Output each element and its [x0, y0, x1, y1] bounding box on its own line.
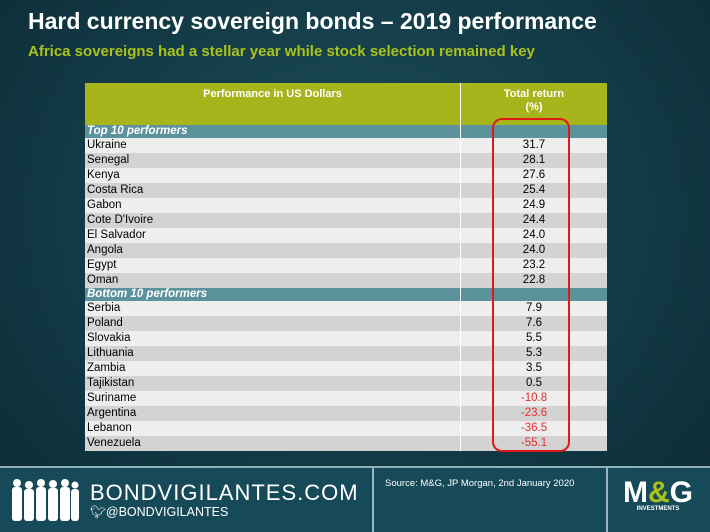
- country-cell: Zambia: [85, 361, 461, 376]
- country-cell: Costa Rica: [85, 183, 461, 198]
- return-cell: 24.9: [460, 198, 607, 213]
- return-cell: 24.0: [460, 243, 607, 258]
- table-row: Tajikistan 0.5: [85, 376, 607, 391]
- twitter-icon: 🐦︎: [90, 505, 106, 519]
- twitter-handle[interactable]: 🐦︎@BONDVIGILANTES: [90, 505, 229, 519]
- return-cell: 0.5: [460, 376, 607, 391]
- table-row: Costa Rica 25.4: [85, 183, 607, 198]
- country-cell: Lebanon: [85, 421, 461, 436]
- table-row: Gabon 24.9: [85, 198, 607, 213]
- section-label: Top 10 performers: [85, 125, 461, 138]
- table-row: Lebanon -36.5: [85, 421, 607, 436]
- country-cell: Angola: [85, 243, 461, 258]
- footer: BONDVIGILANTES.COM 🐦︎@BONDVIGILANTES Sou…: [0, 466, 710, 532]
- country-cell: Egypt: [85, 258, 461, 273]
- divider: [606, 468, 608, 532]
- return-cell: 25.4: [460, 183, 607, 198]
- site-name[interactable]: BONDVIGILANTES.COM: [90, 480, 359, 505]
- table-row: Suriname -10.8: [85, 391, 607, 406]
- return-cell: 24.4: [460, 213, 607, 228]
- country-cell: Serbia: [85, 301, 461, 316]
- country-cell: Slovakia: [85, 331, 461, 346]
- return-cell: -36.5: [460, 421, 607, 436]
- country-cell: Tajikistan: [85, 376, 461, 391]
- return-cell: 27.6: [460, 168, 607, 183]
- table-row: Egypt 23.2: [85, 258, 607, 273]
- country-cell: Cote D'Ivoire: [85, 213, 461, 228]
- return-cell: 22.8: [460, 273, 607, 288]
- return-cell: 7.6: [460, 316, 607, 331]
- country-cell: Argentina: [85, 406, 461, 421]
- performance-table: Performance in US Dollars Total return (%…: [85, 83, 607, 451]
- divider: [372, 468, 374, 532]
- table-row: Serbia 7.9: [85, 301, 607, 316]
- table-row: Lithuania 5.3: [85, 346, 607, 361]
- table-row: Argentina -23.6: [85, 406, 607, 421]
- country-cell: Kenya: [85, 168, 461, 183]
- section-row: Top 10 performers: [85, 125, 607, 138]
- country-cell: Poland: [85, 316, 461, 331]
- source-note: Source: M&G, JP Morgan, 2nd January 2020: [385, 478, 575, 489]
- return-cell: -10.8: [460, 391, 607, 406]
- header-country: Performance in US Dollars: [85, 83, 461, 125]
- table-row: El Salvador 24.0: [85, 228, 607, 243]
- return-cell: -23.6: [460, 406, 607, 421]
- return-cell: 23.2: [460, 258, 607, 273]
- return-cell: 24.0: [460, 228, 607, 243]
- mg-logo: M&G INVESTMENTS: [622, 476, 693, 512]
- country-cell: Ukraine: [85, 138, 461, 153]
- table-row: Angola 24.0: [85, 243, 607, 258]
- country-cell: El Salvador: [85, 228, 461, 243]
- return-cell: 5.3: [460, 346, 607, 361]
- country-cell: Lithuania: [85, 346, 461, 361]
- return-cell: 3.5: [460, 361, 607, 376]
- table-row: Oman 22.8: [85, 273, 607, 288]
- people-silhouette-icon: [12, 479, 79, 521]
- page-title: Hard currency sovereign bonds – 2019 per…: [28, 8, 597, 34]
- table-row: Zambia 3.5: [85, 361, 607, 376]
- country-cell: Senegal: [85, 153, 461, 168]
- header-return: Total return (%): [460, 83, 607, 125]
- table-row: Slovakia 5.5: [85, 331, 607, 346]
- page-subtitle: Africa sovereigns had a stellar year whi…: [28, 43, 535, 60]
- return-cell: 28.1: [460, 153, 607, 168]
- country-cell: Venezuela: [85, 436, 461, 451]
- country-cell: Gabon: [85, 198, 461, 213]
- return-cell: 5.5: [460, 331, 607, 346]
- table-row: Kenya 27.6: [85, 168, 607, 183]
- section-row: Bottom 10 performers: [85, 288, 607, 301]
- table-row: Poland 7.6: [85, 316, 607, 331]
- table-row: Cote D'Ivoire 24.4: [85, 213, 607, 228]
- table-row: Venezuela -55.1: [85, 436, 607, 451]
- return-cell: 7.9: [460, 301, 607, 316]
- return-cell: 31.7: [460, 138, 607, 153]
- return-cell: -55.1: [460, 436, 607, 451]
- country-cell: Suriname: [85, 391, 461, 406]
- section-label: Bottom 10 performers: [85, 288, 461, 301]
- country-cell: Oman: [85, 273, 461, 288]
- table-row: Ukraine 31.7: [85, 138, 607, 153]
- table-row: Senegal 28.1: [85, 153, 607, 168]
